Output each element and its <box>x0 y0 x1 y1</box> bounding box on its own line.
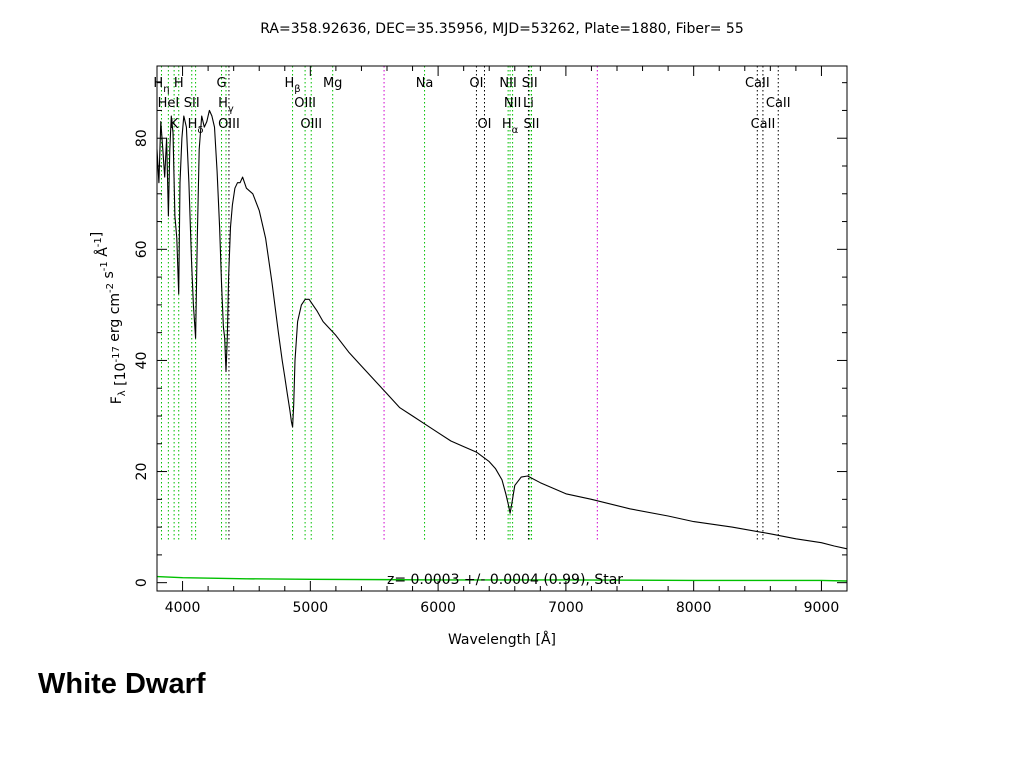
spectral-line-label: OI <box>477 117 491 132</box>
spectrum-line <box>156 109 848 550</box>
redshift-annotation: z= 0.0003 +/- 0.0004 (0.99), Star <box>387 572 623 588</box>
spectral-line-label: NII <box>504 96 521 111</box>
chart-title: RA=358.92636, DEC=35.35956, MJD=53262, P… <box>260 21 744 37</box>
spectral-line-label: K <box>170 117 179 132</box>
spectral-line-label: G <box>216 76 226 91</box>
series-lines <box>156 109 848 582</box>
x-tick-label: 7000 <box>548 600 584 616</box>
spectral-line-label: NII <box>499 76 516 91</box>
spectral-line-label: OIII <box>218 117 240 132</box>
x-tick-label: 6000 <box>420 600 456 616</box>
y-tick-label: 80 <box>134 129 150 147</box>
spectral-line-label: Hγ <box>218 96 234 115</box>
x-axis-label: Wavelength [Å] <box>448 631 556 648</box>
spectral-line-label: CaII <box>766 96 791 111</box>
x-tick-label: 9000 <box>804 600 840 616</box>
axes: 4000 5000 6000 7000 8000 9000 0 20 40 60 80 <box>134 65 848 616</box>
spectral-line-label: Na <box>416 76 434 91</box>
x-tick-label: 8000 <box>676 600 712 616</box>
spectral-line-label: SII <box>522 76 538 91</box>
spectral-line-label: OIII <box>294 96 316 111</box>
spectral-line-label: CaII <box>751 117 776 132</box>
spectral-line-label: Hβ <box>284 76 300 95</box>
spectral-line-label: SII <box>524 117 540 132</box>
y-tick-label: 20 <box>134 463 150 481</box>
spectral-line-label: SII <box>184 96 200 111</box>
spectral-line-label: Hη <box>153 76 169 95</box>
x-tick-label: 4000 <box>165 600 201 616</box>
spectral-line-label: OIII <box>300 117 322 132</box>
spectral-line-label: Hα <box>502 117 519 136</box>
spectral-line-label: Mg <box>323 76 342 91</box>
spectral-line-label: Hδ <box>188 117 204 136</box>
spectral-line-label: Li <box>523 96 534 111</box>
caption-white-dwarf: White Dwarf <box>38 668 206 700</box>
x-tick-label: 5000 <box>293 600 329 616</box>
y-tick-label: 40 <box>134 352 150 370</box>
y-axis-label: Fλ [10-17 erg cm-2 s-1 Å-1] <box>89 232 129 405</box>
error-line <box>156 575 848 582</box>
spectral-line-label: HeI <box>158 96 180 111</box>
spectral-line-markers <box>160 66 779 540</box>
spectral-line-label: H <box>174 76 184 91</box>
y-tick-label: 0 <box>134 578 150 587</box>
spectral-line-label: CaII <box>745 76 770 91</box>
y-tick-label: 60 <box>134 240 150 258</box>
spectral-line-label: OI <box>469 76 483 91</box>
plot-frame <box>156 65 848 592</box>
